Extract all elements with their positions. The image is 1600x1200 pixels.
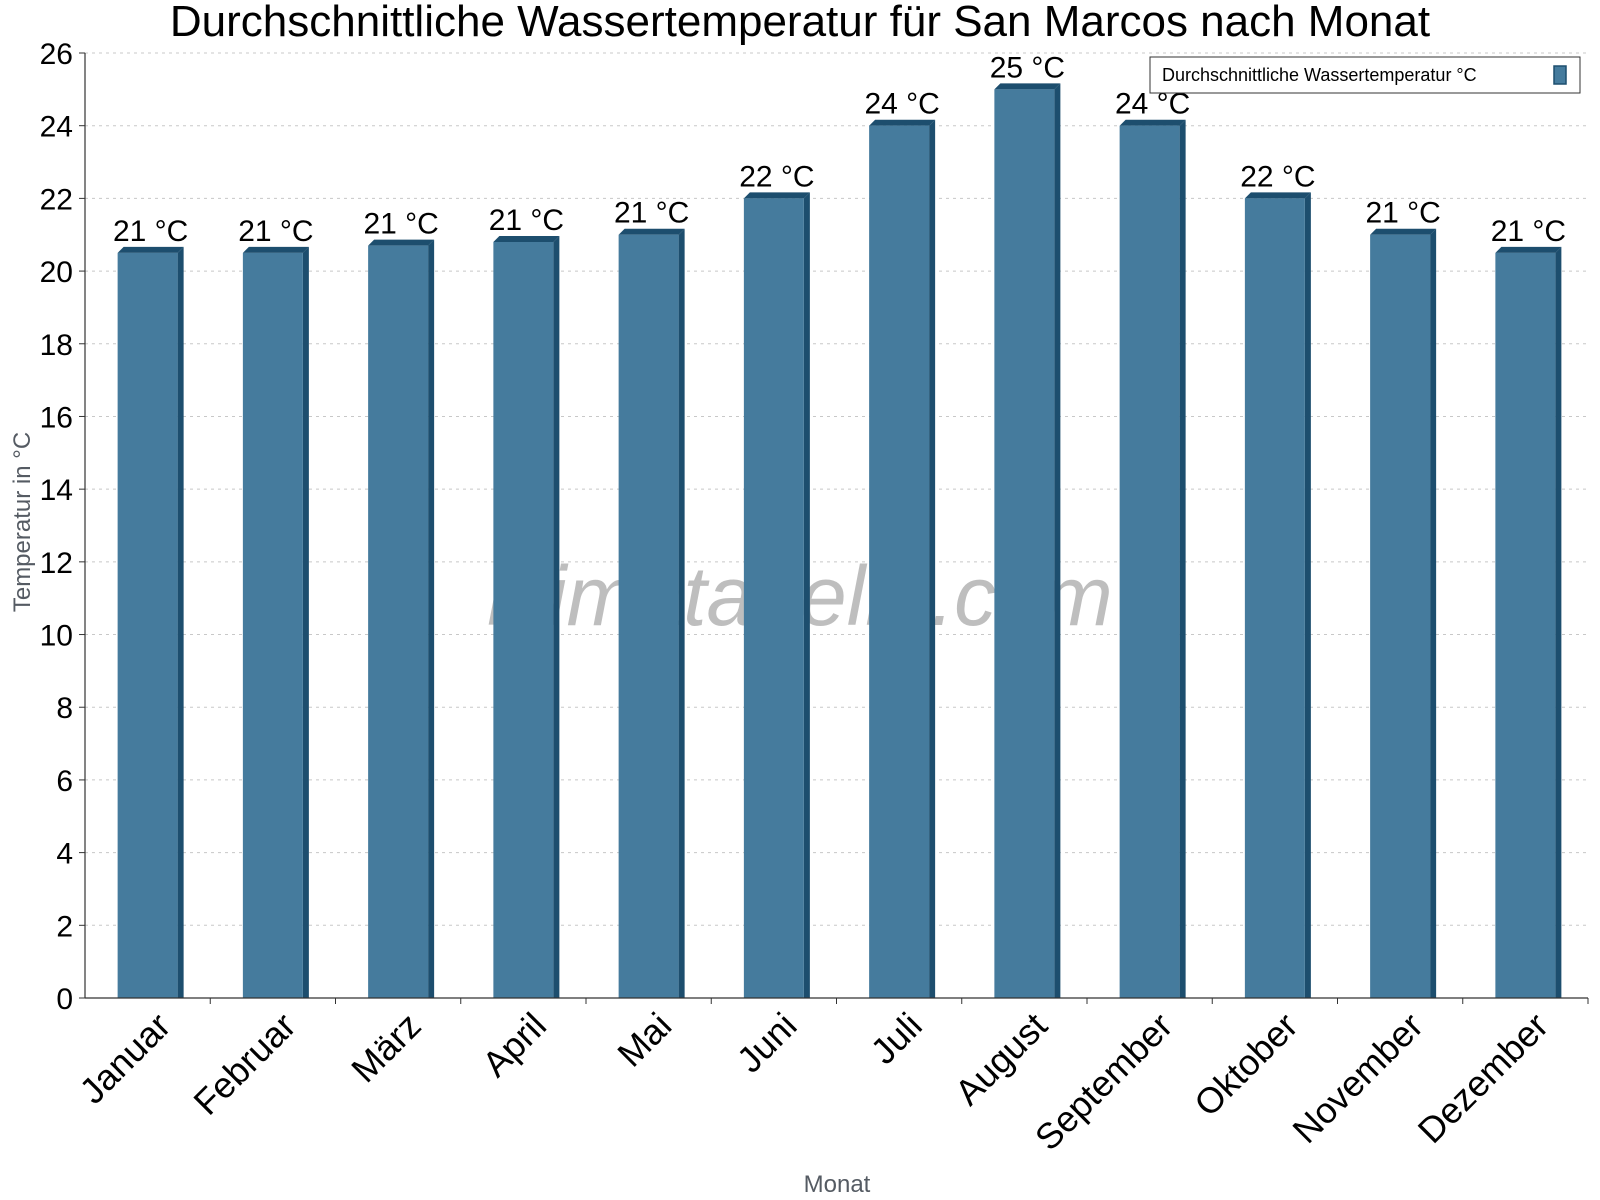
bar-top [493,236,560,242]
y-tick-label: 18 [40,329,73,362]
bar-top [994,83,1061,90]
bar-top [117,246,184,253]
x-tick-label: August [947,1005,1055,1113]
bar [618,234,679,998]
bar [493,242,554,998]
y-tick-label: 2 [56,910,73,943]
bar-top [1495,246,1562,253]
bar [1495,252,1556,999]
bar-side [177,246,184,999]
x-axis-ticks: Januar Februar März April Mai Juni Juli AugustS… [71,998,1589,1159]
y-tick-label: 22 [40,183,73,216]
bar [117,252,178,999]
bar-top [368,239,435,246]
bar-side [929,119,936,998]
bar [242,252,303,999]
x-tick-label: Juni [729,1005,805,1081]
legend-box [1149,56,1581,94]
data-label: 25 °C [990,51,1065,84]
bar-side [1555,246,1562,999]
bar [368,245,429,998]
bar-side [1054,83,1061,999]
y-axis-title: Temperatur in °C [9,432,36,612]
y-tick-label: 26 [40,38,73,71]
x-tick-label: November [1284,1005,1430,1151]
bars: 21 °C 21 °C 21 °C 21 °C 21 °C 22 °C 24 °C 25 °C… [113,51,1566,999]
legend: Durchschnittliche Wassertemperatur °C [1149,56,1581,94]
data-label: 21 °C [1491,215,1566,248]
bar [1119,125,1180,998]
bar-top [1244,192,1311,199]
x-tick-label: Februar [185,1005,303,1123]
bar [1370,234,1431,998]
bar-top [1370,228,1437,235]
bar-top [869,119,936,126]
x-tick-label: Mai [609,1005,679,1075]
data-label: 21 °C [614,197,689,230]
y-tick-label: 20 [40,256,73,289]
bar [869,125,930,998]
x-axis-title: Monat [804,1171,871,1198]
data-label: 22 °C [1240,160,1315,193]
y-tick-label: 6 [56,765,73,798]
bar [994,89,1055,999]
data-label: 22 °C [739,160,814,193]
x-tick-label: April [474,1005,554,1085]
x-tick-label: September [1027,1005,1181,1159]
axes [84,53,1588,999]
data-label: 24 °C [864,88,939,121]
data-label: 21 °C [1365,197,1440,230]
bar-top [242,246,309,253]
x-tick-label: Dezember [1410,1005,1556,1151]
y-tick-label: 14 [40,474,73,507]
y-tick-label: 12 [40,547,73,580]
x-tick-label: Januar [71,1005,178,1112]
bar [1244,198,1305,998]
bar [743,198,804,998]
y-tick-label: 16 [40,401,73,434]
bar-side [678,228,685,998]
data-label: 21 °C [238,215,313,248]
legend-swatch [1553,65,1567,85]
bar-side [428,239,435,998]
data-label: 21 °C [363,208,438,241]
chart-title: Durchschnittliche Wassertemperatur für S… [170,0,1430,46]
data-label: 21 °C [113,215,188,248]
data-label: 21 °C [489,204,564,237]
x-tick-label: Juli [863,1005,930,1072]
bar-top [743,192,810,199]
legend-label: Durchschnittliche Wassertemperatur °C [1162,65,1477,85]
y-tick-label: 0 [56,983,73,1016]
bar-side [1430,228,1437,998]
bar-side [1304,192,1311,998]
bar-top [618,228,685,235]
bar-side [302,246,309,999]
bar-side [1179,119,1186,998]
bar-side [553,236,560,998]
x-tick-label: Oktober [1186,1005,1306,1125]
y-tick-label: 4 [56,838,73,871]
x-tick-label: März [343,1005,429,1091]
grid-lines [85,52,1588,926]
y-tick-label: 24 [40,111,73,144]
y-tick-label: 8 [56,692,73,725]
bar-top [1119,119,1186,126]
y-tick-label: 10 [40,620,73,653]
bar-side [803,192,810,998]
